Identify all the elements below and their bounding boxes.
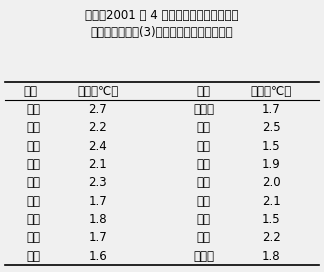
- Text: 表２　2001 年 4 月の最低気温を全データ
回帰式（表１の(3)式）で予測した時の誤差: 表２ 2001 年 4 月の最低気温を全データ 回帰式（表１の(3)式）で予測し…: [85, 10, 239, 39]
- Text: 高知: 高知: [197, 213, 211, 226]
- Text: 1.8: 1.8: [88, 213, 107, 226]
- Text: 長野: 長野: [27, 250, 40, 262]
- Text: 1.7: 1.7: [88, 195, 107, 208]
- Text: 松本: 松本: [197, 121, 211, 134]
- Text: 1.5: 1.5: [262, 213, 281, 226]
- Text: 青森: 青森: [27, 121, 40, 134]
- Text: 広島: 広島: [197, 195, 211, 208]
- Text: 甲府: 甲府: [197, 158, 211, 171]
- Text: 1.8: 1.8: [262, 250, 281, 262]
- Text: 2.2: 2.2: [88, 121, 107, 134]
- Text: 2.3: 2.3: [88, 176, 107, 189]
- Text: 地点: 地点: [23, 85, 37, 98]
- Text: 1.6: 1.6: [88, 250, 107, 262]
- Text: 仙台: 仙台: [27, 195, 40, 208]
- Text: 福島: 福島: [27, 213, 40, 226]
- Text: 盛岡: 盛岡: [27, 158, 40, 171]
- Text: 2.1: 2.1: [88, 158, 107, 171]
- Text: 誤差（℃）: 誤差（℃）: [77, 85, 118, 98]
- Text: 福岡: 福岡: [197, 231, 211, 244]
- Text: 札幌: 札幌: [27, 103, 40, 116]
- Text: 1.7: 1.7: [88, 231, 107, 244]
- Text: 地点: 地点: [197, 85, 211, 98]
- Text: 宇都宮: 宇都宮: [193, 103, 214, 116]
- Text: 山形: 山形: [27, 176, 40, 189]
- Text: 2.2: 2.2: [262, 231, 281, 244]
- Text: 1.5: 1.5: [262, 140, 281, 153]
- Text: 1.7: 1.7: [262, 103, 281, 116]
- Text: 前橋: 前橋: [197, 140, 211, 153]
- Text: 2.4: 2.4: [88, 140, 107, 153]
- Text: 2.1: 2.1: [262, 195, 281, 208]
- Text: 誤差（℃）: 誤差（℃）: [250, 85, 292, 98]
- Text: 鹿児島: 鹿児島: [193, 250, 214, 262]
- Text: 2.5: 2.5: [262, 121, 281, 134]
- Text: 秋田: 秋田: [27, 140, 40, 153]
- Text: 松江: 松江: [197, 176, 211, 189]
- Text: 2.0: 2.0: [262, 176, 281, 189]
- Text: 1.9: 1.9: [262, 158, 281, 171]
- Text: 2.7: 2.7: [88, 103, 107, 116]
- Text: 富山: 富山: [27, 231, 40, 244]
